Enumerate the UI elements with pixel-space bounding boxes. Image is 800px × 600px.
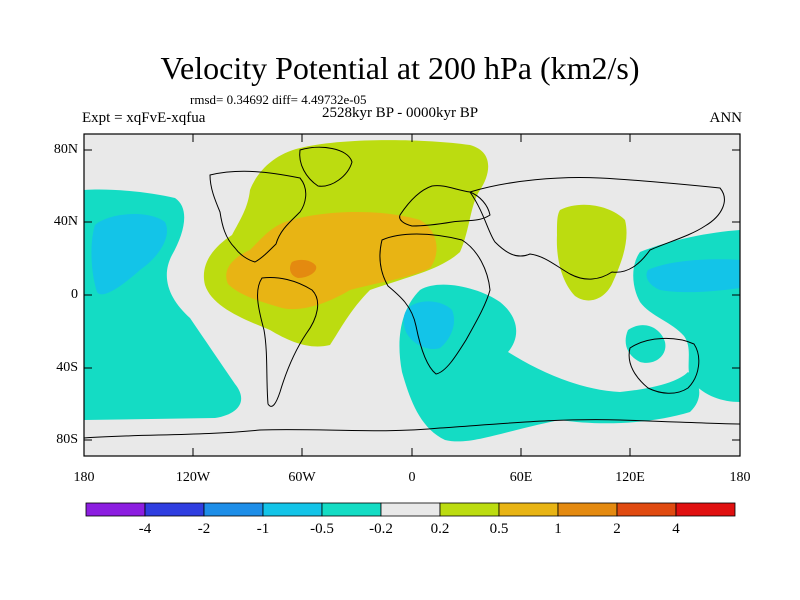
lon-label: 60W xyxy=(288,470,316,485)
map-area xyxy=(84,134,740,456)
colorbar-segment xyxy=(262,502,323,517)
lat-label: 80S xyxy=(56,432,78,447)
colorbar-label: -0.2 xyxy=(369,521,393,537)
colorbar-segment xyxy=(675,502,736,517)
colorbar-segment xyxy=(616,502,677,517)
coast-greenland xyxy=(299,146,353,187)
experiment-label: Expt = xqFvE-xqfua xyxy=(82,110,206,126)
lon-label: 180 xyxy=(729,470,751,485)
colorbar-label: -2 xyxy=(197,521,211,537)
contour-pos-caribbean-max xyxy=(290,259,317,278)
colorbar-segment xyxy=(85,502,146,517)
coast-antarctica xyxy=(84,419,740,439)
contour-neg-pacific-core xyxy=(91,214,168,295)
lat-label: 40S xyxy=(56,360,78,375)
colorbar-label: 2 xyxy=(613,521,621,537)
period-label: 2528kyr BP - 0000kyr BP xyxy=(321,105,479,121)
colorbar-label: 0.2 xyxy=(430,521,450,537)
axis-ticks xyxy=(83,134,741,456)
contour-neg-africa-core xyxy=(403,301,455,350)
coast-africa xyxy=(379,233,491,375)
colorbar-segment xyxy=(380,502,441,517)
coast-north-america xyxy=(209,170,307,263)
colorbar-label: 0.5 xyxy=(489,521,509,537)
colorbar-segment xyxy=(144,502,205,517)
lat-label: 80N xyxy=(53,142,78,157)
colorbar-segment xyxy=(321,502,382,517)
colorbar-segment xyxy=(439,502,500,517)
colorbar-segment xyxy=(498,502,559,517)
lon-label: 180 xyxy=(73,470,95,485)
stats-line: rmsd= 0.34692 diff= 4.49732e-05 xyxy=(190,92,367,107)
lon-label: 0 xyxy=(408,470,416,485)
coast-asia xyxy=(469,177,725,280)
lon-label: 120E xyxy=(615,470,645,485)
contour-neg-west-pacific-core xyxy=(646,259,740,293)
colorbar-label: -1 xyxy=(256,521,270,537)
colorbar-segment xyxy=(557,502,618,517)
lat-label: 0 xyxy=(71,287,78,302)
colorbar-label: 1 xyxy=(554,521,562,537)
colorbar-label: -4 xyxy=(138,521,152,537)
lat-label: 40N xyxy=(53,214,78,229)
lon-label: 60E xyxy=(509,470,533,485)
page-title: Velocity Potential at 200 hPa (km2/s) xyxy=(160,50,640,86)
colorbar xyxy=(85,502,736,517)
colorbar-label: 4 xyxy=(672,521,680,537)
coast-australia xyxy=(628,337,700,394)
lon-label: 120W xyxy=(175,470,211,485)
colorbar-label: -0.5 xyxy=(310,521,334,537)
coast-europe xyxy=(399,185,491,227)
colorbar-segment xyxy=(203,502,264,517)
contour-neg-australia-east xyxy=(625,325,666,363)
coastlines xyxy=(84,146,740,439)
season-label: ANN xyxy=(709,110,743,126)
coast-south-america xyxy=(257,277,319,407)
